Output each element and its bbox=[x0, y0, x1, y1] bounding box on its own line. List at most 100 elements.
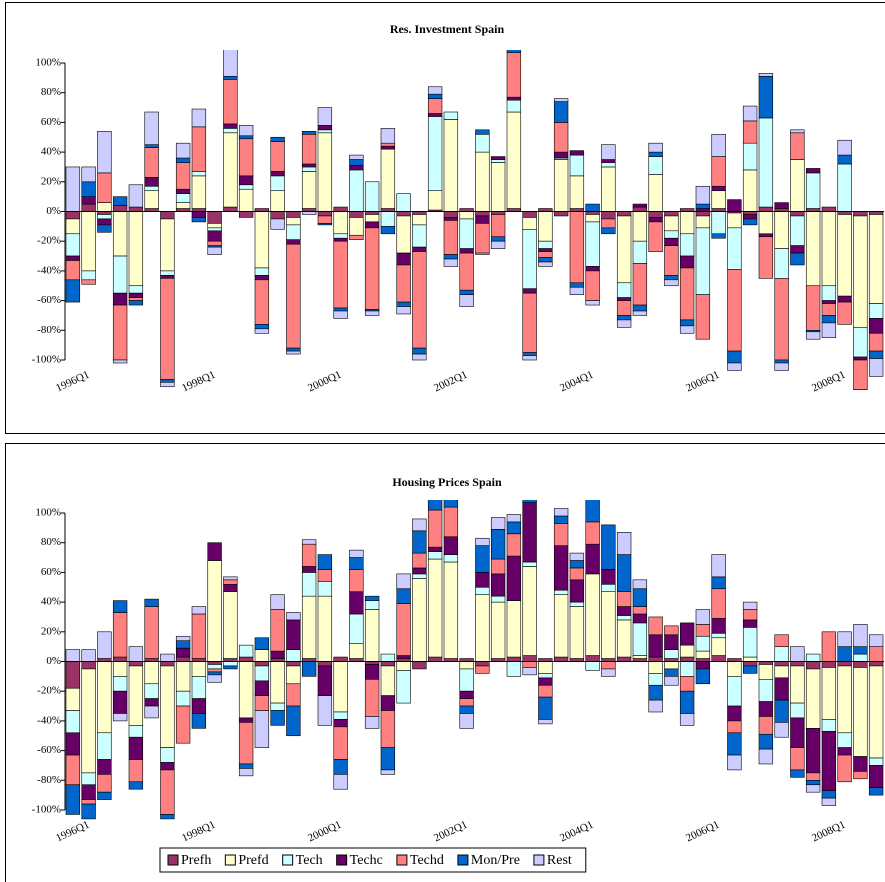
bar-segment bbox=[616, 300, 632, 316]
bar-segment bbox=[160, 379, 175, 383]
bar-segment bbox=[805, 653, 821, 662]
bar-segment bbox=[144, 606, 159, 659]
bar-segment bbox=[349, 569, 364, 593]
bar-segment bbox=[459, 690, 474, 699]
bar-segment bbox=[632, 211, 648, 242]
bar-segment bbox=[112, 656, 128, 662]
bar-segment bbox=[65, 166, 81, 212]
bar-segment bbox=[648, 211, 663, 218]
bar-segment bbox=[490, 214, 506, 238]
bar-segment bbox=[648, 661, 663, 674]
bar-segment bbox=[490, 159, 506, 163]
bar-segment bbox=[569, 286, 585, 295]
bar-segment bbox=[380, 747, 396, 771]
bar-segment bbox=[711, 637, 726, 656]
bar-segment bbox=[238, 211, 254, 218]
bar-segment bbox=[742, 169, 758, 212]
bar-segment bbox=[727, 720, 742, 734]
bar-segment bbox=[711, 156, 726, 187]
bar-segment bbox=[333, 211, 348, 235]
bar-segment bbox=[805, 668, 821, 729]
bar-segment bbox=[664, 245, 679, 276]
bar-segment bbox=[648, 174, 663, 212]
bar-segment bbox=[490, 529, 506, 560]
bar-segment bbox=[254, 680, 270, 696]
bar-segment bbox=[254, 279, 270, 325]
bar-segment bbox=[774, 248, 789, 279]
bar-segment bbox=[191, 713, 207, 729]
bar-segment bbox=[585, 521, 600, 545]
bar-segment bbox=[128, 736, 144, 760]
bar-segment bbox=[97, 631, 112, 659]
bar-segment bbox=[412, 567, 427, 575]
bar-segment bbox=[727, 705, 742, 722]
bar-segment bbox=[427, 546, 443, 552]
bar-segment bbox=[632, 263, 648, 306]
bar-segment bbox=[97, 661, 112, 734]
y-tick-label: -60% bbox=[37, 294, 61, 306]
bar-segment bbox=[758, 233, 774, 238]
bar-segment bbox=[144, 661, 159, 685]
bar-segment bbox=[616, 656, 632, 662]
bar-segment bbox=[317, 665, 333, 696]
bar-segment bbox=[175, 656, 191, 662]
bar-segment bbox=[632, 240, 648, 264]
bar-segment bbox=[65, 233, 81, 257]
bar-segment bbox=[774, 699, 789, 723]
bar-segment bbox=[475, 133, 490, 153]
bar-segment bbox=[475, 252, 490, 255]
bar-segment bbox=[207, 223, 222, 229]
bar-segment bbox=[286, 243, 301, 349]
bar-segment bbox=[97, 202, 112, 212]
bar-segment bbox=[191, 676, 207, 699]
bar-segment bbox=[65, 661, 81, 689]
legend-swatch bbox=[167, 854, 179, 866]
bar-segment bbox=[65, 649, 81, 662]
chart-title: Res. Investment Spain bbox=[390, 22, 505, 36]
bar-segment bbox=[65, 754, 81, 786]
bar-segment bbox=[207, 671, 222, 676]
bar-segment bbox=[522, 217, 537, 230]
bar-segment bbox=[553, 545, 569, 591]
bar-segment bbox=[254, 275, 270, 281]
bar-segment bbox=[427, 656, 443, 662]
bar-segment bbox=[144, 144, 159, 148]
bar-segment bbox=[81, 181, 96, 197]
bar-segment bbox=[522, 355, 537, 361]
bar-segment bbox=[349, 217, 364, 236]
bar-segment bbox=[506, 661, 522, 677]
bar-segment bbox=[160, 661, 175, 667]
bar-segment bbox=[522, 667, 537, 676]
bar-segment bbox=[837, 646, 852, 662]
bar-segment bbox=[742, 656, 758, 662]
bar-segment bbox=[774, 677, 789, 701]
bar-segment bbox=[790, 129, 805, 134]
bar-segment bbox=[790, 702, 805, 719]
bar-segment bbox=[128, 292, 144, 298]
bar-segment bbox=[569, 552, 585, 561]
bar-segment bbox=[727, 661, 742, 677]
bar-segment bbox=[553, 589, 569, 595]
bar-segment bbox=[805, 728, 821, 774]
bar-segment bbox=[317, 223, 333, 226]
bar-segment bbox=[65, 732, 81, 756]
bar-segment bbox=[81, 772, 96, 786]
bar-segment bbox=[443, 217, 459, 221]
bar-segment bbox=[81, 270, 96, 281]
bar-segment bbox=[286, 665, 301, 685]
bar-segment bbox=[144, 698, 159, 707]
bar-segment bbox=[664, 625, 679, 636]
bar-segment bbox=[396, 252, 411, 266]
bar-segment bbox=[522, 352, 537, 356]
bar-segment bbox=[837, 747, 852, 756]
bar-segment bbox=[97, 732, 112, 760]
legend-swatch bbox=[336, 854, 348, 866]
bar-segment bbox=[648, 656, 663, 662]
bar-segment bbox=[616, 591, 632, 607]
bar-segment bbox=[506, 111, 522, 209]
bar-segment bbox=[506, 50, 522, 53]
bar-segment bbox=[459, 252, 474, 291]
bar-segment bbox=[616, 315, 632, 321]
bar-segment bbox=[601, 661, 616, 670]
bar-segment bbox=[632, 304, 648, 312]
